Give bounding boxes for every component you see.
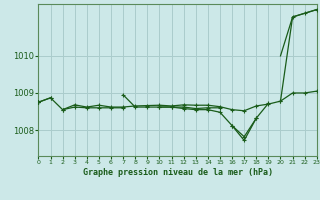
X-axis label: Graphe pression niveau de la mer (hPa): Graphe pression niveau de la mer (hPa) [83, 168, 273, 177]
